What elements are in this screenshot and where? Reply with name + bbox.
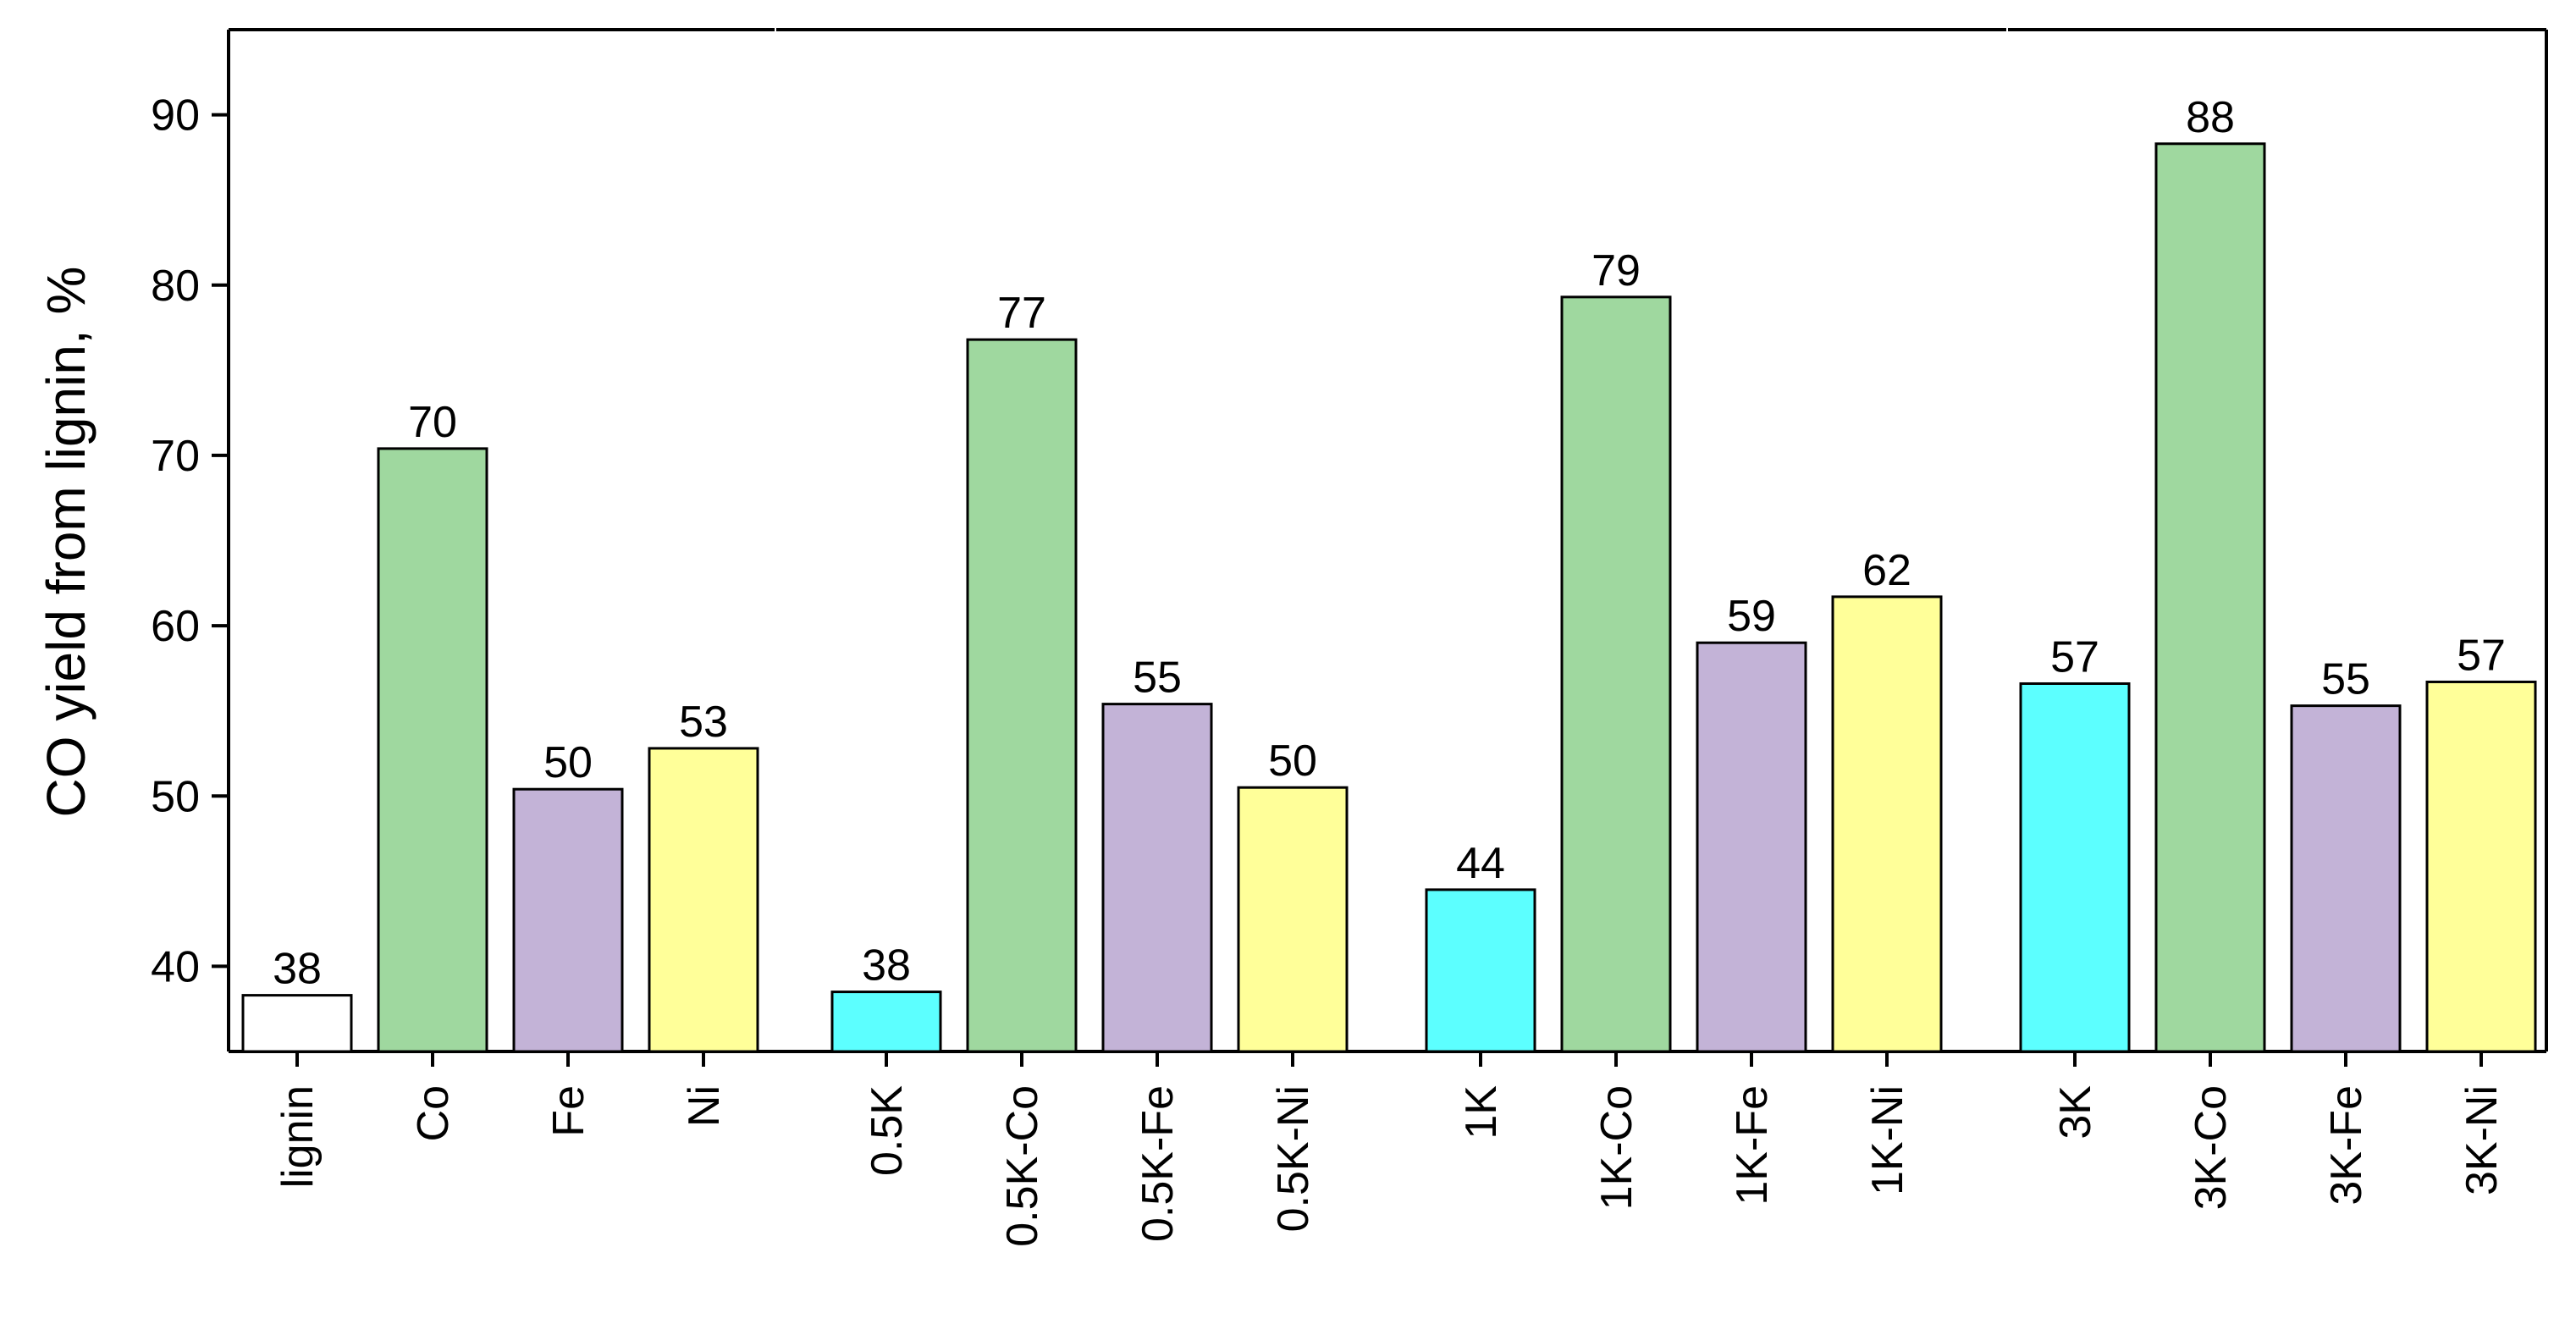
x-tick-label: lignin	[273, 1085, 323, 1188]
bar-0_5k-co	[966, 338, 1078, 1053]
bar-0_5k-fe	[1101, 703, 1213, 1053]
data-label: 50	[1268, 737, 1317, 786]
data-label: 50	[543, 738, 593, 787]
bar-ni	[648, 747, 759, 1053]
y-tick-label: 80	[151, 262, 200, 311]
bar-3k	[2019, 682, 2131, 1053]
bar-3k-co	[2154, 142, 2266, 1053]
y-axis-label: CO yield from lignin, %	[36, 267, 97, 818]
x-tick-label: Co	[409, 1085, 458, 1141]
bar-lignin	[241, 994, 353, 1053]
bar-3k-ni	[2425, 680, 2537, 1053]
data-label: 55	[1133, 654, 1182, 703]
data-label: 38	[862, 941, 911, 991]
x-axis-ticks: lignin Co Fe Ni 0.5K 0.5K-Co 0.5K-Fe 0.5K-Ni 1K 1…	[273, 1051, 2507, 1247]
y-axis-ticks: 40 50 60 70 80 90	[151, 91, 229, 991]
data-label: 53	[679, 698, 728, 747]
x-tick-label: 3K-Fe	[2322, 1085, 2371, 1206]
x-tick-label: 0.5K-Co	[998, 1085, 1047, 1247]
bar-1k-co	[1560, 295, 1672, 1053]
data-label: 88	[2186, 93, 2235, 142]
bar-1k-fe	[1696, 641, 1807, 1053]
x-tick-label: 1K-Fe	[1728, 1085, 1777, 1206]
x-tick-label: Fe	[544, 1085, 593, 1137]
x-tick-label: 0.5K-Fe	[1134, 1085, 1183, 1242]
bar-fe	[512, 787, 624, 1053]
bar-1k	[1425, 888, 1536, 1053]
data-label: 70	[408, 398, 457, 447]
data-label: 55	[2321, 655, 2370, 704]
data-label: 57	[2457, 631, 2506, 680]
data-label: 59	[1727, 592, 1776, 641]
data-labels: 38 70 50 53 38 77 55 50 44 79 59 62 57 88 55 57	[273, 93, 2506, 994]
data-label: 77	[997, 289, 1046, 338]
x-tick-label: 3K-Co	[2187, 1085, 2236, 1210]
data-label: 44	[1456, 839, 1505, 888]
y-tick-label: 40	[151, 942, 200, 991]
data-label: 38	[273, 945, 322, 994]
bar-0_5k-ni	[1237, 786, 1349, 1053]
bar-0_5k	[830, 991, 942, 1053]
y-tick-label: 90	[151, 91, 200, 141]
x-tick-label: 3K	[2051, 1085, 2100, 1140]
x-tick-label: 0.5K-Ni	[1269, 1085, 1318, 1232]
y-tick-label: 70	[151, 432, 200, 481]
x-tick-label: 3K-Ni	[2457, 1085, 2507, 1195]
x-tick-label: 1K-Ni	[1863, 1085, 1912, 1195]
x-tick-label: Ni	[680, 1085, 729, 1127]
x-tick-label: 0.5K	[863, 1085, 912, 1176]
data-label: 62	[1862, 546, 1911, 595]
y-tick-label: 60	[151, 602, 200, 651]
y-tick-label: 50	[151, 772, 200, 821]
bars	[241, 142, 2537, 1053]
x-tick-label: 1K-Co	[1592, 1085, 1641, 1210]
data-label: 57	[2050, 632, 2099, 682]
bar-3k-fe	[2290, 704, 2402, 1053]
bar-co	[377, 447, 488, 1053]
bar-1k-ni	[1831, 595, 1943, 1053]
x-tick-label: 1K	[1457, 1085, 1506, 1140]
data-label: 79	[1591, 246, 1641, 295]
